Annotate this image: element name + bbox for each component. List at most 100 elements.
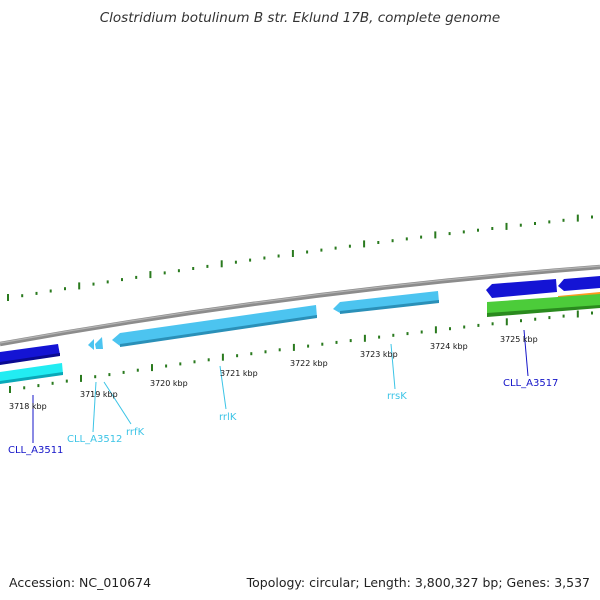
outer-tick-mark — [534, 222, 536, 225]
outer-tick-mark — [391, 239, 394, 243]
outer-tick-mark — [177, 269, 180, 273]
inner-tick-mark — [449, 327, 451, 331]
gene-label-rrsK: rrsK — [387, 391, 407, 402]
gene-feature-dark-blue-right-a — [486, 279, 557, 298]
gene-feature-dark-blue-right-b — [558, 276, 600, 291]
outer-tick-mark — [106, 280, 109, 284]
outer-tick-mark — [263, 256, 266, 260]
outer-tick-mark — [220, 260, 223, 268]
outer-tick-mark — [206, 264, 209, 268]
gene-label-rrlK: rrlK — [219, 412, 237, 423]
inner-tick-mark — [278, 348, 281, 352]
outer-tick-mark — [348, 244, 351, 248]
outer-tick-mark — [591, 215, 593, 219]
genome-backbone — [0, 264, 600, 347]
inner-tick-mark — [207, 358, 210, 362]
outer-tick-mark — [21, 294, 24, 298]
outer-tick-mark — [49, 289, 52, 293]
genome-summary-text: Topology: circular; Length: 3,800,327 bp… — [246, 575, 590, 590]
outer-tick-mark — [249, 258, 252, 262]
outer-tick-mark — [234, 260, 237, 264]
gene-feature-cyan-shade — [0, 372, 63, 384]
outer-tick-mark — [519, 223, 522, 227]
inner-tick-mark — [491, 322, 494, 326]
scale-label: 3725 kbp — [500, 335, 538, 344]
inner-tick-mark — [562, 314, 565, 318]
gene-label-CLL_A3511: CLL_A3511 — [8, 445, 63, 456]
inner-tick-mark — [151, 364, 153, 372]
outer-tick-mark — [505, 222, 508, 230]
gene-feature-green — [487, 294, 600, 316]
gene-feature-cyan — [0, 363, 63, 383]
outer-tick-mark — [576, 214, 579, 222]
outer-tick-mark — [405, 237, 408, 241]
map-title: Clostridium botulinum B str. Eklund 17B,… — [99, 10, 501, 26]
gene-feature-dark-blue-left — [0, 344, 60, 364]
leader-line-rrfK — [103, 381, 132, 425]
inner-tick-mark — [505, 318, 508, 326]
genome-backbone-highlight — [0, 265, 600, 344]
outer-tick-mark — [320, 248, 323, 252]
inner-tick-mark — [80, 374, 82, 382]
gene-feature-rrsK-shade — [340, 300, 439, 314]
outer-tick-mark — [548, 220, 551, 224]
inner-tick-mark — [9, 386, 11, 393]
inner-tick-mark — [193, 360, 196, 364]
inner-tick-mark — [23, 386, 26, 390]
outer-tick-mark — [92, 282, 95, 286]
inner-tick-mark — [534, 317, 537, 321]
leader-line-CLL_A3517 — [523, 329, 529, 377]
gene-feature-rrlK-shade — [120, 315, 317, 347]
gene-feature-green-shade — [487, 305, 600, 317]
gene-feature-dark-blue-left-shade — [0, 353, 60, 365]
leader-line-CLL_A3512 — [92, 381, 97, 433]
inner-tick-mark — [420, 330, 423, 334]
inner-tick-mark — [236, 354, 239, 358]
inner-tick-mark — [335, 340, 338, 344]
outer-tick-mark — [149, 271, 152, 279]
scale-label: 3721 kbp — [220, 369, 258, 378]
outer-tick-mark — [334, 246, 337, 250]
outer-tick-mark — [192, 267, 195, 270]
scale-label: 3718 kbp — [9, 402, 47, 411]
outer-tick-mark — [291, 250, 294, 257]
gene-feature-rrlK — [112, 305, 317, 346]
gene-label-CLL_A3512: CLL_A3512 — [67, 434, 122, 445]
outer-tick-mark — [462, 230, 465, 234]
accession-text: Accession: NC_010674 — [9, 575, 152, 590]
inner-tick-mark — [349, 339, 352, 343]
inner-tick-mark — [165, 364, 168, 368]
gene-feature-rrfK-small — [88, 339, 94, 350]
leader-line-rrlK — [219, 365, 227, 410]
inner-tick-mark — [250, 352, 253, 356]
outer-tick-mark — [434, 231, 437, 239]
inner-tick-mark — [292, 343, 295, 351]
outer-tick-mark — [377, 241, 380, 244]
outer-tick-mark — [562, 218, 565, 222]
inner-tick-mark — [264, 350, 267, 354]
outer-tick-mark — [7, 294, 9, 301]
scale-label: 3722 kbp — [290, 359, 328, 368]
outer-tick-mark — [78, 282, 81, 290]
outer-tick-mark — [64, 287, 66, 291]
outer-tick-mark — [491, 227, 494, 230]
gene-label-rrfK: rrfK — [126, 427, 145, 438]
inner-tick-mark — [65, 379, 68, 383]
outer-tick-ring — [7, 214, 593, 301]
scale-label: 3720 kbp — [150, 379, 188, 388]
inner-tick-mark — [463, 325, 466, 329]
inner-tick-mark — [179, 362, 182, 366]
outer-tick-mark — [363, 240, 366, 248]
inner-tick-mark — [406, 332, 409, 336]
outer-tick-mark — [35, 291, 38, 295]
inner-tick-mark — [392, 333, 395, 337]
inner-tick-mark — [221, 353, 224, 361]
inner-tick-mark — [363, 334, 366, 342]
outer-tick-mark — [135, 275, 138, 279]
outer-tick-mark — [121, 278, 123, 282]
inner-tick-mark — [378, 335, 381, 339]
inner-tick-mark — [520, 319, 522, 323]
outer-tick-mark — [420, 235, 423, 239]
scale-label: 3719 kbp — [80, 390, 118, 399]
